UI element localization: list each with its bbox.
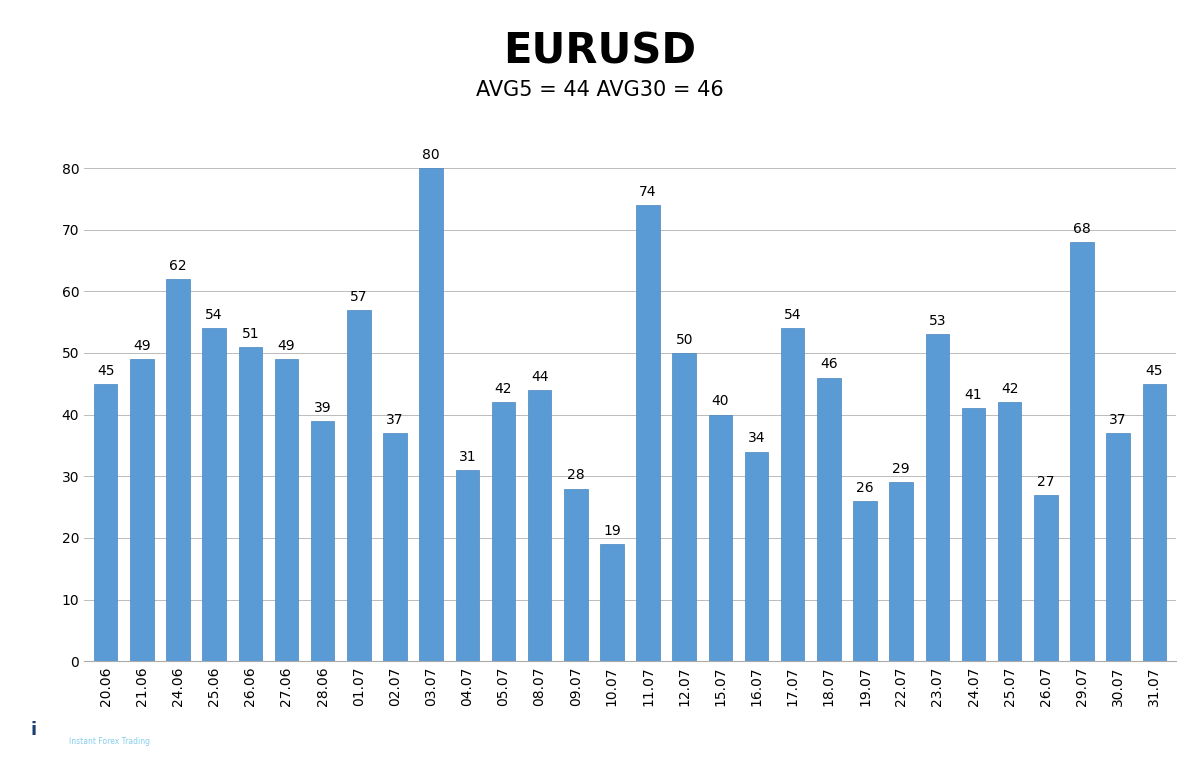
Bar bbox=[275, 359, 299, 661]
Text: AVG5 = 44 AVG30 = 46: AVG5 = 44 AVG30 = 46 bbox=[476, 80, 724, 100]
Bar bbox=[419, 168, 443, 661]
Bar bbox=[998, 402, 1021, 661]
Bar bbox=[167, 279, 190, 661]
Bar bbox=[492, 402, 515, 661]
Text: 50: 50 bbox=[676, 333, 692, 347]
Text: 49: 49 bbox=[277, 339, 295, 353]
Bar bbox=[1106, 433, 1130, 661]
Text: 39: 39 bbox=[314, 401, 331, 415]
Text: 45: 45 bbox=[1146, 363, 1163, 378]
Circle shape bbox=[0, 713, 88, 746]
Bar bbox=[925, 334, 949, 661]
Text: 54: 54 bbox=[784, 308, 802, 322]
Text: 49: 49 bbox=[133, 339, 151, 353]
Text: 42: 42 bbox=[1001, 382, 1019, 396]
Bar bbox=[311, 421, 335, 661]
Text: Instant Forex Trading: Instant Forex Trading bbox=[68, 736, 150, 746]
Bar bbox=[709, 415, 732, 661]
Text: 57: 57 bbox=[350, 290, 367, 304]
Text: 42: 42 bbox=[494, 382, 512, 396]
Text: 37: 37 bbox=[1109, 413, 1127, 427]
Text: 44: 44 bbox=[530, 370, 548, 384]
Bar bbox=[564, 489, 588, 661]
Text: 54: 54 bbox=[205, 308, 223, 322]
Bar bbox=[636, 205, 660, 661]
Text: instaforex: instaforex bbox=[76, 714, 143, 727]
Bar bbox=[817, 378, 841, 661]
Text: 27: 27 bbox=[1037, 474, 1055, 489]
Bar bbox=[853, 501, 877, 661]
Text: 80: 80 bbox=[422, 148, 440, 162]
Text: 41: 41 bbox=[965, 388, 983, 402]
Bar bbox=[600, 544, 624, 661]
Bar bbox=[781, 328, 804, 661]
Text: 37: 37 bbox=[386, 413, 403, 427]
Bar bbox=[1070, 242, 1093, 661]
Bar bbox=[745, 451, 768, 661]
Text: 29: 29 bbox=[893, 462, 910, 477]
Text: 19: 19 bbox=[604, 524, 620, 538]
Bar bbox=[130, 359, 154, 661]
Text: 51: 51 bbox=[241, 327, 259, 340]
Bar bbox=[383, 433, 407, 661]
Text: 31: 31 bbox=[458, 450, 476, 464]
Text: 34: 34 bbox=[748, 432, 766, 445]
Text: 26: 26 bbox=[857, 481, 874, 495]
Text: 62: 62 bbox=[169, 259, 187, 273]
Text: 74: 74 bbox=[640, 185, 656, 199]
Text: 53: 53 bbox=[929, 315, 946, 328]
Text: EURUSD: EURUSD bbox=[504, 30, 696, 72]
Text: 40: 40 bbox=[712, 394, 730, 408]
Bar bbox=[456, 470, 479, 661]
Bar bbox=[528, 390, 551, 661]
Text: 28: 28 bbox=[566, 468, 584, 483]
Bar bbox=[203, 328, 226, 661]
Text: 45: 45 bbox=[97, 363, 114, 378]
Text: 46: 46 bbox=[820, 357, 838, 372]
Text: 68: 68 bbox=[1073, 222, 1091, 236]
Bar bbox=[239, 347, 262, 661]
Bar bbox=[94, 384, 118, 661]
Bar bbox=[347, 310, 371, 661]
Bar bbox=[889, 483, 913, 661]
Bar bbox=[672, 353, 696, 661]
Text: i: i bbox=[31, 720, 37, 739]
Bar bbox=[1142, 384, 1166, 661]
Bar bbox=[961, 408, 985, 661]
Bar bbox=[1034, 495, 1057, 661]
